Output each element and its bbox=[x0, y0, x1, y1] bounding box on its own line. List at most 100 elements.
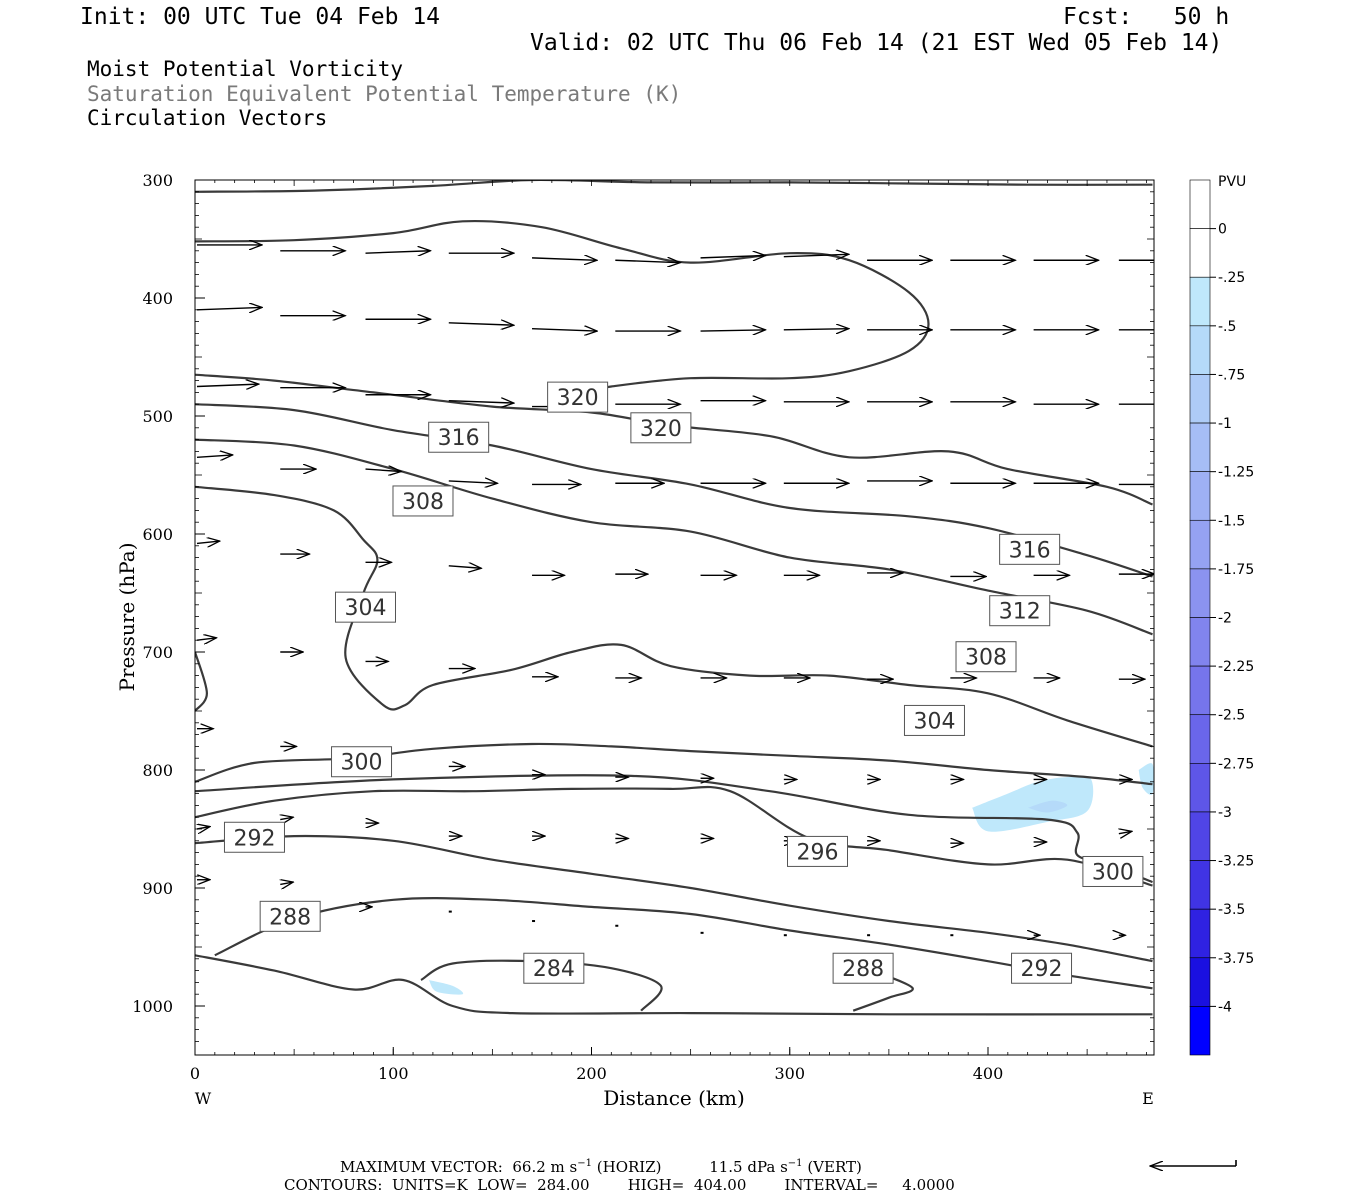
contour-line-296 bbox=[195, 785, 1153, 887]
contour-label: 320 bbox=[630, 412, 692, 444]
contour-line-308 bbox=[195, 485, 1153, 748]
contour-label-box bbox=[999, 533, 1061, 565]
contour-label-text: 308 bbox=[965, 646, 1007, 671]
colorbar-swatch bbox=[1189, 665, 1211, 716]
y-tick-label: 500 bbox=[142, 407, 173, 426]
contour-label-text: 300 bbox=[1092, 860, 1134, 885]
contour-label: 284 bbox=[523, 952, 585, 984]
contour-label-box bbox=[523, 952, 585, 984]
x-end-label-east: E bbox=[1142, 1089, 1154, 1108]
contour-label-text: 304 bbox=[913, 709, 955, 734]
circulation-vector bbox=[365, 251, 431, 253]
contour-line-292 bbox=[195, 834, 1153, 963]
init-time: Init: 00 UTC Tue 04 Feb 14 bbox=[80, 4, 441, 30]
contour-label-box bbox=[832, 952, 894, 984]
y-tick-label: 700 bbox=[142, 643, 173, 662]
contour-label-box bbox=[989, 595, 1051, 627]
contour-label: 296 bbox=[787, 835, 849, 867]
colorbar-swatch bbox=[1189, 179, 1211, 229]
circulation-vector bbox=[280, 882, 293, 884]
contour-label-box bbox=[331, 746, 393, 778]
contour-line-288 bbox=[852, 971, 914, 1012]
colorbar-swatch bbox=[1189, 422, 1211, 472]
colorbar-label: -1 bbox=[1218, 416, 1232, 432]
contour-label-text: 292 bbox=[1021, 957, 1063, 982]
colorbar-label: -.5 bbox=[1218, 319, 1236, 335]
max-vector-text: MAXIMUM VECTOR: 66.2 m s bbox=[340, 1158, 578, 1176]
y-tick-label: 1000 bbox=[132, 997, 173, 1016]
colorbar-label: -3.75 bbox=[1218, 951, 1254, 967]
y-tick-label: 900 bbox=[142, 879, 173, 898]
circulation-vector bbox=[615, 260, 680, 262]
colorbar-label: -3 bbox=[1218, 805, 1232, 821]
contour-label-box bbox=[787, 835, 849, 867]
colorbar-label: -1.25 bbox=[1218, 465, 1254, 481]
contour-label-text: 288 bbox=[842, 957, 884, 982]
pv-shade-area bbox=[972, 775, 1094, 832]
circulation-vector bbox=[196, 384, 259, 386]
contour-label-box bbox=[392, 485, 454, 517]
axes-layer: 0 100 200 300 400 W E 300 400 500 600 700 800 900 1000 bbox=[132, 171, 1154, 1108]
circulation-vector bbox=[700, 330, 766, 331]
x-tick-label: 100 bbox=[378, 1064, 409, 1083]
contour-label: 308 bbox=[392, 485, 454, 517]
contour-label: 316 bbox=[999, 533, 1061, 565]
circulation-vector bbox=[532, 258, 597, 260]
colorbar-label: -2.5 bbox=[1218, 708, 1245, 724]
colorbar-units: PVU bbox=[1218, 174, 1246, 190]
x-tick-label: 200 bbox=[576, 1064, 607, 1083]
contour-label-text: 292 bbox=[233, 826, 275, 851]
contour-line-316 bbox=[195, 403, 1153, 578]
field-title-thetaes: Saturation Equivalent Potential Temperat… bbox=[87, 82, 682, 106]
reference-vector bbox=[1150, 1160, 1237, 1166]
contour-label-text: 284 bbox=[533, 957, 575, 982]
colorbar-swatch bbox=[1189, 519, 1211, 570]
circulation-vector bbox=[1119, 831, 1132, 833]
horiz-tag: (HORIZ) bbox=[596, 1158, 662, 1176]
contour-line-320 bbox=[195, 219, 930, 394]
y-axis-label: Pressure (hPa) bbox=[115, 543, 139, 692]
y-tick-label: 300 bbox=[142, 171, 173, 190]
colorbar: 0 -.25 -.5 -.75 -1 -1.25 -1.5 -1.75 -2 -2.25 -2.5 -… bbox=[1189, 179, 1254, 1056]
colorbar-label: -4 bbox=[1218, 999, 1232, 1015]
contour-label-text: 296 bbox=[797, 840, 839, 865]
x-end-label-west: W bbox=[195, 1089, 212, 1108]
contour-label-text: 320 bbox=[640, 417, 682, 442]
contour-label-box bbox=[428, 421, 490, 453]
colorbar-label: 0 bbox=[1218, 222, 1227, 238]
circulation-vector bbox=[448, 566, 482, 568]
colorbar-label: -2 bbox=[1218, 611, 1232, 627]
plot-frame bbox=[194, 179, 1155, 1056]
colorbar-swatch bbox=[1189, 811, 1211, 861]
contour-line-324 bbox=[195, 180, 1153, 193]
contour-note: CONTOURS: UNITS=K LOW= 284.00 HIGH= 404.… bbox=[284, 1176, 955, 1194]
contour-label-layer: 320 320 316 308 316 312 304 308 304 300 292 296 300 2… bbox=[223, 381, 1144, 984]
contour-label: 316 bbox=[428, 421, 490, 453]
contour-label: 312 bbox=[989, 595, 1051, 627]
circulation-vector bbox=[448, 481, 498, 483]
x-axis-label: Distance (km) bbox=[603, 1086, 745, 1110]
vector-layer bbox=[196, 245, 1154, 935]
colorbar-label: -3.5 bbox=[1218, 902, 1245, 918]
circulation-vector bbox=[700, 255, 766, 257]
max-vector-note: MAXIMUM VECTOR: 66.2 m s−1 (HORIZ) 11.5 … bbox=[340, 1158, 862, 1176]
circulation-vector bbox=[196, 455, 233, 457]
contour-line-320 bbox=[195, 373, 1153, 506]
contour-label-box bbox=[1082, 855, 1144, 887]
y-tick-label: 800 bbox=[142, 761, 173, 780]
contour-line-304 bbox=[195, 651, 208, 712]
colorbar-swatch bbox=[1189, 568, 1211, 618]
circulation-vector bbox=[196, 541, 220, 543]
contour-label: 304 bbox=[334, 591, 396, 623]
contour-label-text: 304 bbox=[344, 596, 386, 621]
max-vector-sup: −1 bbox=[577, 1158, 592, 1169]
circulation-vector bbox=[365, 469, 402, 471]
colorbar-swatch bbox=[1189, 471, 1211, 521]
colorbar-label: -2.25 bbox=[1218, 659, 1254, 675]
colorbar-swatch bbox=[1189, 617, 1211, 667]
contour-label-box bbox=[259, 900, 321, 932]
x-tick-label: 0 bbox=[190, 1064, 200, 1083]
colorbar-label: -.25 bbox=[1218, 270, 1245, 286]
colorbar-swatch bbox=[1189, 325, 1211, 375]
